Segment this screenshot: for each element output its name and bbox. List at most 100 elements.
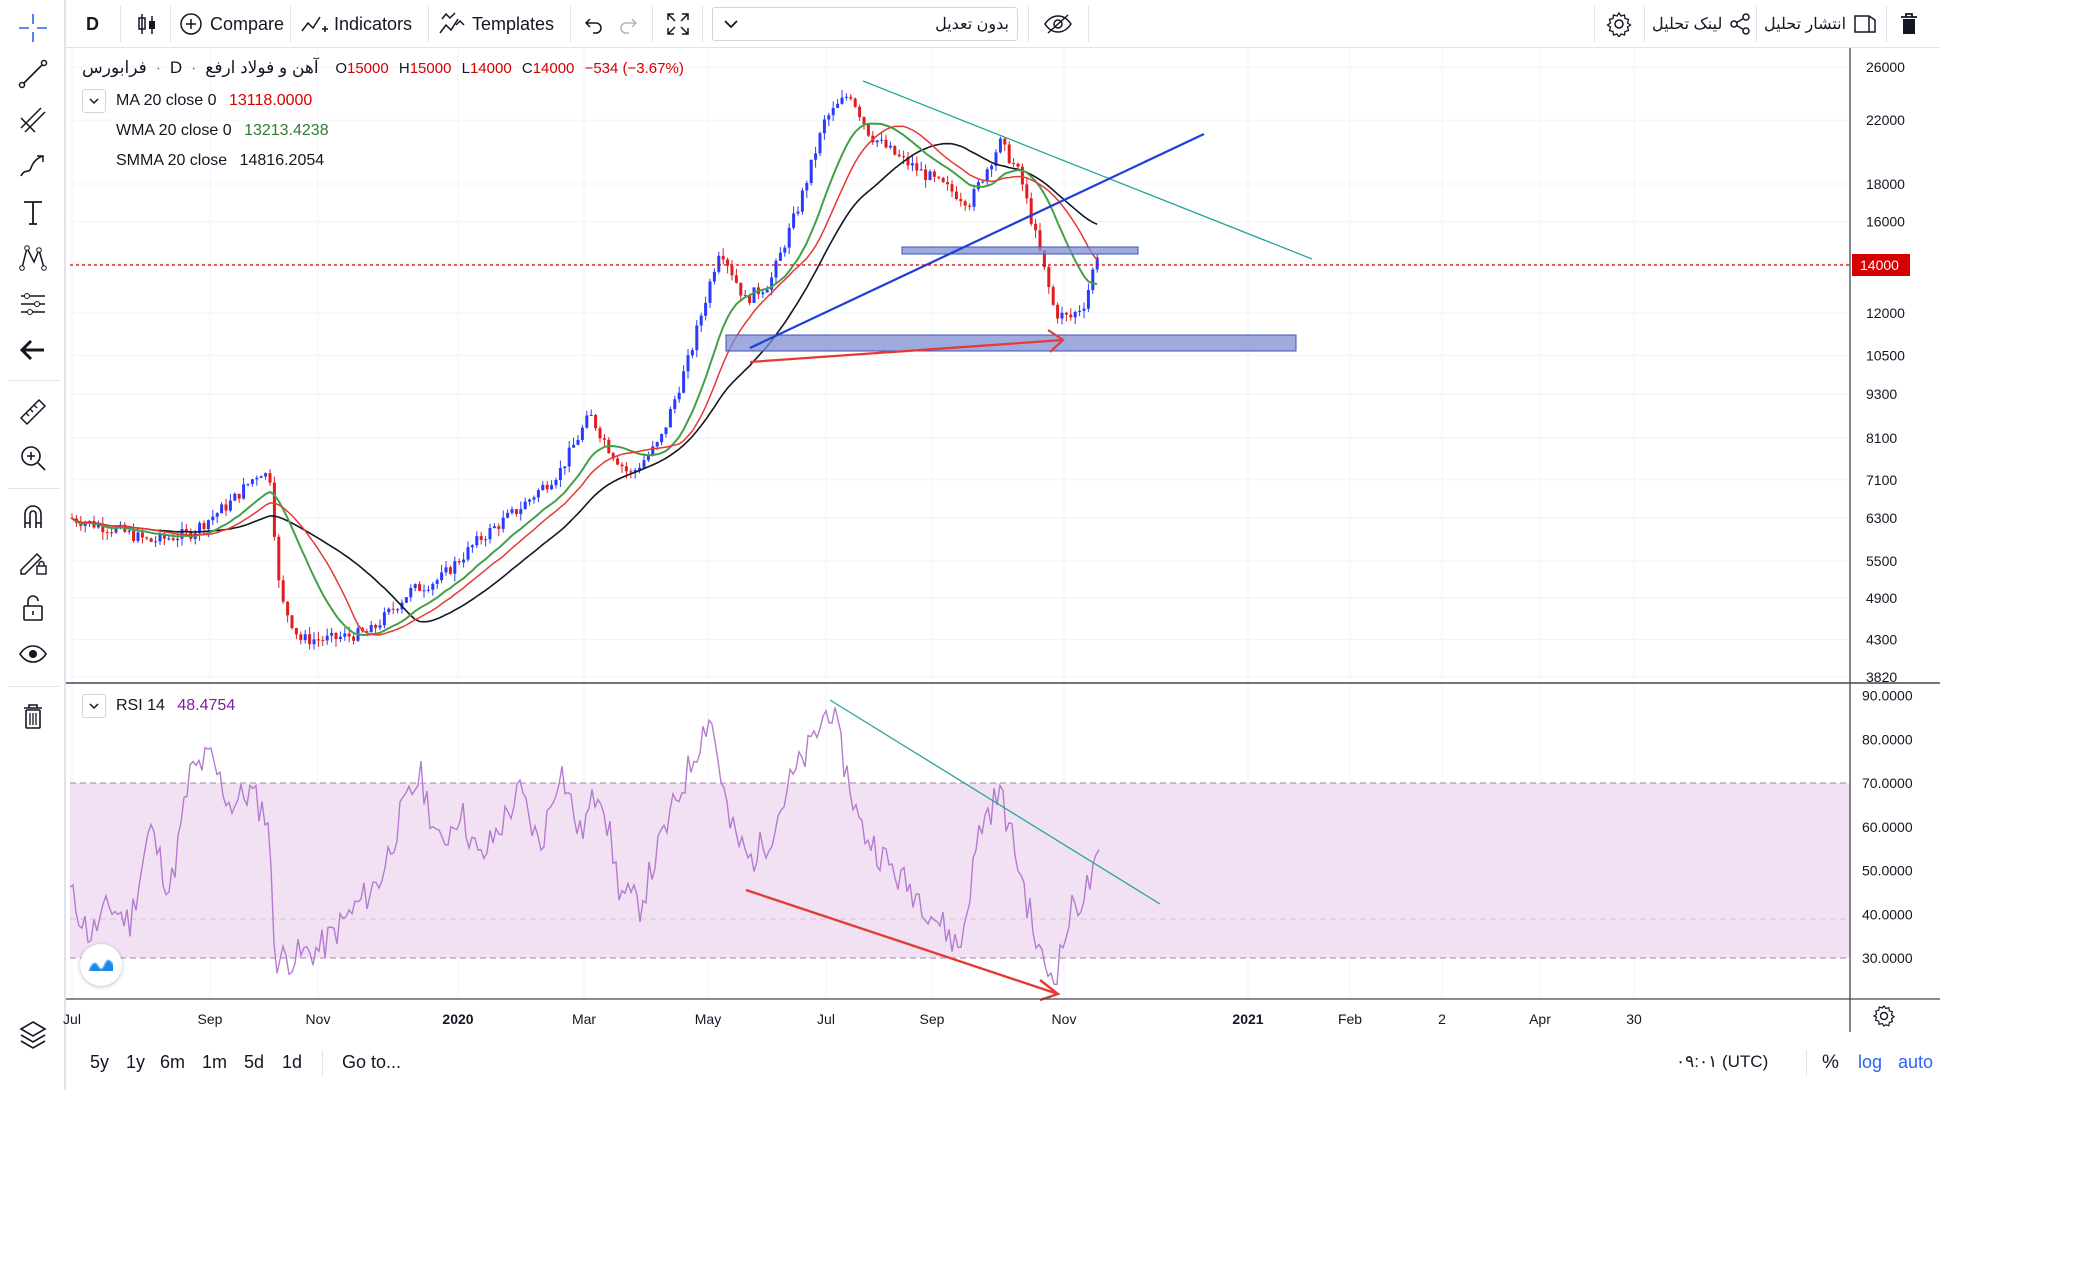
redo-icon[interactable] — [612, 6, 644, 42]
price-tick-6: 10500 — [1866, 347, 1905, 363]
candle-body — [748, 295, 752, 303]
gear-icon[interactable] — [1598, 6, 1640, 42]
candle-body — [959, 199, 963, 202]
ma-legend[interactable]: MA 20 close 0 13118.0000 — [116, 92, 312, 110]
candle-body — [470, 545, 474, 548]
fullscreen-icon[interactable] — [660, 6, 696, 42]
hide-icon[interactable] — [1038, 6, 1078, 42]
exchange-name[interactable]: فرابورس — [82, 58, 147, 77]
pattern-icon[interactable] — [13, 238, 53, 278]
layers-icon[interactable] — [13, 1014, 53, 1054]
prediction-icon[interactable] — [13, 284, 53, 324]
candle-body — [950, 184, 954, 192]
adjustment-select[interactable]: بدون تعدیل — [712, 7, 1018, 41]
magnet-icon[interactable] — [13, 496, 53, 536]
wma-legend[interactable]: WMA 20 close 0 13213.4238 — [116, 122, 329, 140]
candle-body — [158, 533, 162, 542]
crosshair-icon[interactable] — [13, 8, 53, 48]
share-link-button[interactable]: لینک تحلیل — [1652, 6, 1752, 42]
publish-icon — [1854, 15, 1876, 33]
eye-icon[interactable] — [13, 634, 53, 674]
candle-body — [884, 139, 888, 148]
divider — [702, 6, 703, 42]
range-5y[interactable]: 5y — [90, 1052, 110, 1072]
range-1d[interactable]: 1d — [282, 1052, 303, 1072]
rsi-divergence-arrow[interactable] — [745, 888, 1059, 996]
collapse-legend-button[interactable] — [82, 89, 106, 113]
percent-toggle[interactable]: % — [1822, 1052, 1839, 1073]
candle-body — [743, 295, 747, 297]
candle-body — [585, 415, 589, 428]
candle-body — [792, 213, 796, 228]
gear-icon[interactable] — [1872, 1004, 1898, 1030]
candle-body — [862, 117, 866, 125]
collapse-rsi-legend-button[interactable] — [82, 694, 106, 718]
lock-icon[interactable] — [13, 588, 53, 628]
publish-button[interactable]: انتشار تحلیل — [1764, 6, 1878, 42]
price-divergence-arrow[interactable] — [749, 338, 1064, 364]
rsi-trend-line[interactable] — [829, 699, 1161, 905]
symbol-name[interactable]: آهن و فولاد ارفع — [205, 58, 319, 77]
log-toggle[interactable]: log — [1858, 1052, 1883, 1072]
time-tick-3: 2020 — [442, 1011, 473, 1027]
rsi-legend[interactable]: RSI 14 48.4754 — [116, 697, 235, 715]
back-arrow-icon[interactable] — [13, 330, 53, 370]
separator: · — [155, 58, 162, 77]
trendline-icon[interactable] — [13, 54, 53, 94]
candle-body — [805, 183, 809, 191]
candle-body — [796, 211, 800, 214]
uptrend-line[interactable] — [749, 133, 1205, 349]
candle-body — [413, 584, 417, 588]
top-toolbar: D Compare Indicators Templates — [0, 0, 1940, 48]
compare-button[interactable]: Compare — [178, 6, 284, 42]
range-6m[interactable]: 6m — [160, 1052, 186, 1072]
chart-logo[interactable] — [80, 944, 122, 986]
price-axis[interactable]: 2600022000180001600014000120001050093008… — [1866, 59, 1905, 685]
candle-body — [897, 154, 901, 157]
fib-icon[interactable] — [13, 100, 53, 140]
templates-label: Templates — [472, 13, 555, 34]
indicators-icon — [301, 16, 328, 32]
candle-body — [501, 517, 505, 529]
zoom-icon[interactable] — [13, 438, 53, 478]
candle-body — [844, 96, 848, 98]
divider — [8, 686, 60, 687]
ohlc: O15000 H15000 L14000 C14000 −534 (−3.67%… — [335, 60, 684, 77]
candle-body — [1091, 269, 1095, 291]
undo-icon[interactable] — [578, 6, 610, 42]
rsi-axis[interactable]: 90.0000 80.0000 70.0000 60.0000 50.0000 40.00… — [1862, 688, 1913, 967]
goto-button[interactable]: Go to... — [342, 1052, 402, 1072]
brush-icon[interactable] — [13, 146, 53, 186]
trash-icon[interactable] — [1894, 6, 1924, 42]
candle-body — [822, 119, 826, 134]
candle-body — [176, 538, 180, 541]
candle-body — [132, 530, 136, 541]
rsi-tick-6: 30.0000 — [1862, 950, 1913, 966]
downtrend-line[interactable] — [862, 80, 1313, 260]
price-tick-0: 26000 — [1866, 59, 1905, 75]
candle-body — [404, 597, 408, 603]
resistance-zone[interactable] — [901, 246, 1139, 255]
range-1m[interactable]: 1m — [202, 1052, 228, 1072]
divider — [1886, 6, 1887, 42]
templates-button[interactable]: Templates — [438, 6, 554, 42]
candle-body — [880, 139, 884, 141]
indicators-button[interactable]: Indicators — [300, 6, 412, 42]
candle-body — [704, 302, 708, 316]
interval-button[interactable]: D — [86, 13, 99, 34]
range-1y[interactable]: 1y — [126, 1052, 146, 1072]
candle-body — [1020, 166, 1024, 185]
candle-body — [809, 159, 813, 184]
auto-toggle[interactable]: auto — [1898, 1052, 1934, 1072]
ruler-icon[interactable] — [13, 392, 53, 432]
timezone-button[interactable]: ۰۹:۰۱ (UTC) — [1676, 1052, 1769, 1071]
text-icon[interactable] — [13, 192, 53, 232]
trash-icon[interactable] — [13, 696, 53, 736]
candle-body — [668, 409, 672, 428]
range-5d[interactable]: 5d — [244, 1052, 265, 1072]
candles-icon[interactable] — [130, 6, 164, 42]
lock-draw-icon[interactable] — [13, 542, 53, 582]
smma-legend[interactable]: SMMA 20 close 14816.2054 — [116, 152, 324, 170]
time-axis[interactable]: Jul Sep Nov 2020 Mar May Jul Sep Nov 2021 Feb 2 Apr 3… — [63, 1011, 1642, 1027]
